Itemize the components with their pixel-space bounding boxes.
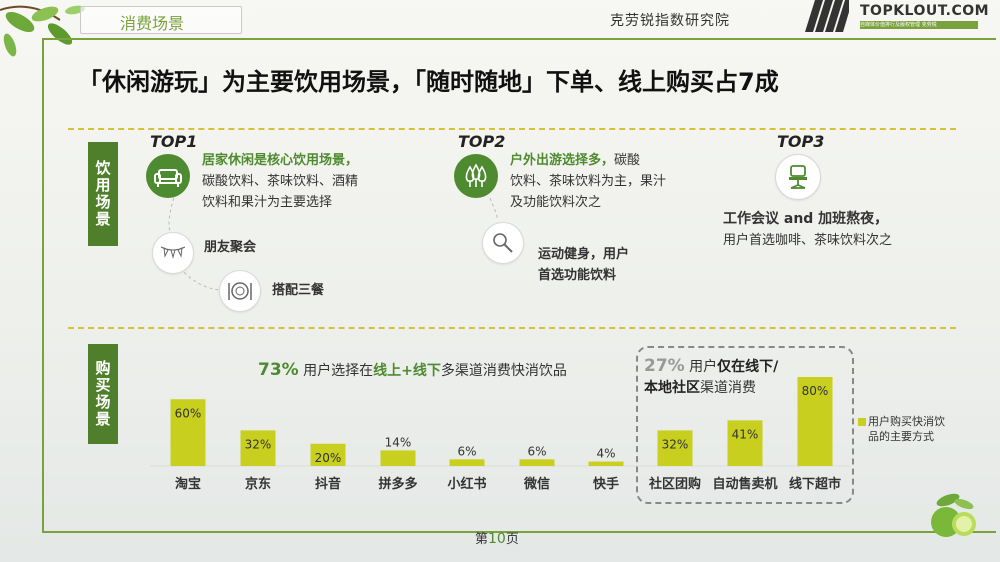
page-number: 第10页 — [475, 528, 519, 547]
bar-4 — [380, 450, 416, 466]
brand-logo-sub: 自媒体价值排行及版权管理 克劳锐 — [860, 21, 978, 29]
bar-value-label-10: 80% — [802, 384, 829, 398]
bar-value-label-4: 14% — [385, 435, 412, 449]
stripes-decoration-icon — [805, 0, 849, 32]
top2-head: 户外出游选择多， — [510, 153, 615, 168]
legend-label: 用户购买快消饮品的主要方式 — [868, 415, 945, 443]
divider-mid — [68, 327, 956, 329]
page-title: 「休闲游玩」为主要饮用场景，「随时随地」下单、线上购买占7成 — [78, 68, 779, 96]
top2-tag: TOP2 — [458, 132, 506, 151]
page-suffix: 页 — [505, 532, 519, 547]
bar-1 — [170, 399, 206, 466]
category-label-1: 淘宝 — [175, 476, 201, 492]
purchase-tab: 购买场景 — [88, 344, 118, 444]
category-label-4: 拼多多 — [378, 476, 417, 492]
bar-7 — [588, 461, 624, 466]
category-label-3: 抖音 — [315, 476, 341, 492]
divider-top — [68, 128, 956, 130]
bar-value-label-9: 41% — [732, 427, 759, 441]
top1-head: 居家休闲是核心饮用场景， — [202, 153, 359, 168]
sofa-icon — [146, 154, 190, 198]
bar-value-label-2: 32% — [245, 437, 272, 451]
bar-value-label-1: 60% — [175, 406, 202, 420]
bar-2 — [240, 430, 276, 466]
note1-c: 多渠道消费快消饮品 — [440, 363, 567, 379]
top2-head-tail: 碳酸 — [614, 153, 641, 168]
office-chair-icon — [775, 154, 821, 200]
bar-10 — [797, 377, 833, 466]
top1-desc: 居家休闲是核心饮用场景， 碳酸饮料、茶味饮料、酒精 饮料和果汁为主要选择 — [202, 150, 402, 213]
content-frame — [42, 38, 996, 533]
top1-body2: 饮料和果汁为主要选择 — [202, 195, 333, 210]
note2-d: 渠道消费 — [700, 380, 756, 396]
note2-a: 用户 — [689, 359, 718, 375]
bar-value-label-8: 32% — [662, 437, 689, 451]
connector-lines — [168, 198, 221, 291]
note1-b: 线上+线下 — [373, 363, 441, 379]
bar-5 — [449, 459, 485, 466]
top1-sub1: 朋友聚会 — [204, 240, 257, 255]
top2-sub2: 首选功能饮料 — [538, 268, 617, 283]
category-label-9: 自动售卖机 — [712, 476, 777, 492]
category-label-5: 小红书 — [447, 476, 486, 492]
note2-pct: 27% — [644, 356, 685, 376]
note1-a: 用户选择在 — [303, 363, 374, 379]
bar-value-label-3: 20% — [315, 451, 342, 465]
bunting-icon — [152, 232, 194, 274]
note2-b: 仅在线下/ — [717, 359, 779, 375]
purchase-note-1: 73% 用户选择在线上+线下多渠道消费快消饮品 — [258, 360, 567, 382]
note1-pct: 73% — [258, 360, 299, 380]
page-prefix: 第 — [475, 532, 489, 547]
leaf-decoration-icon — [0, 5, 85, 57]
top2-desc: 户外出游选择多，碳酸 饮料、茶味饮料为主，果汁 及功能饮料次之 — [510, 150, 710, 213]
category-label-7: 快手 — [593, 476, 619, 492]
plate-icon — [219, 270, 261, 312]
section-tab — [80, 6, 242, 34]
bar-6 — [519, 459, 555, 466]
connector-lines-2 — [489, 198, 499, 221]
legend-swatch — [858, 418, 866, 426]
offline-group-box — [636, 346, 854, 504]
category-label-6: 微信 — [523, 476, 550, 492]
top1-sub2: 搭配三餐 — [272, 283, 325, 298]
institute-name: 克劳锐指数研究院 — [610, 13, 730, 29]
top2-sub1: 运动健身，用户 — [538, 247, 630, 262]
category-label-8: 社区团购 — [648, 476, 701, 492]
top3-tag: TOP3 — [777, 132, 825, 151]
bar-value-label-6: 6% — [527, 444, 546, 458]
top1-tag: TOP1 — [150, 132, 198, 151]
bar-8 — [657, 430, 693, 466]
brand-logo: TOPKLOUT.COM — [860, 3, 990, 19]
racket-icon — [482, 222, 524, 264]
category-label-2: 京东 — [245, 476, 271, 492]
section-label: 消费场景 — [120, 14, 185, 33]
bar-9 — [727, 420, 763, 466]
page-number-value: 10 — [488, 531, 506, 547]
bar-value-label-5: 6% — [457, 444, 476, 458]
top3-body: 用户首选咖啡、茶味饮料次之 — [723, 233, 893, 248]
note2-c: 本地社区 — [644, 380, 700, 396]
trees-icon — [454, 154, 498, 198]
bar-3 — [310, 443, 346, 466]
scene-tab: 饮用场景 — [88, 142, 118, 246]
top3-head: 工作会议 and 加班熬夜， — [723, 211, 889, 227]
purchase-note-2: 27% 用户仅在线下/ 本地社区渠道消费 — [644, 356, 814, 399]
lime-decoration-icon — [931, 493, 976, 537]
category-label-10: 线下超市 — [789, 476, 841, 492]
top2-body2: 及功能饮料次之 — [510, 195, 602, 210]
top1-body1: 碳酸饮料、茶味饮料、酒精 — [202, 174, 359, 189]
top2-body1: 饮料、茶味饮料为主，果汁 — [510, 174, 667, 189]
bar-value-label-7: 4% — [596, 447, 615, 461]
